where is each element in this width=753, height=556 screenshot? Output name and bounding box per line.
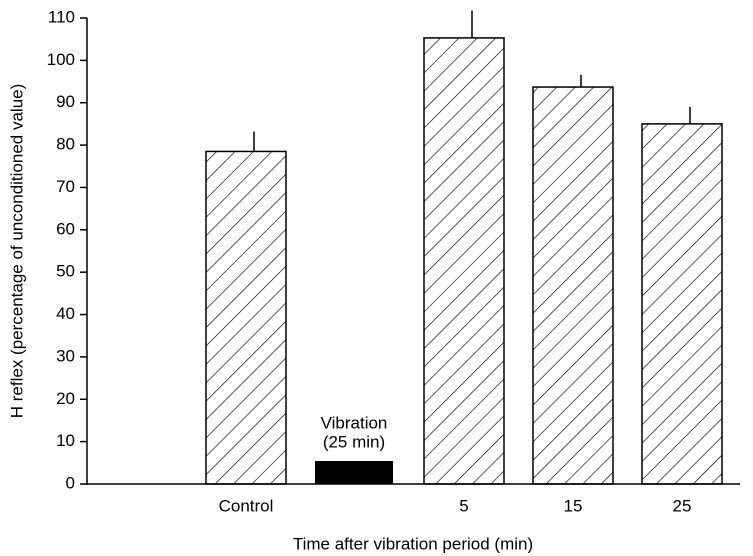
y-tick-label: 0 [66, 473, 75, 492]
y-tick-label: 80 [56, 135, 75, 154]
y-tick-label: 10 [56, 431, 75, 450]
y-tick-label: 90 [56, 92, 75, 111]
annotation: Vibration [321, 413, 388, 432]
y-tick-label: 100 [47, 50, 75, 69]
x-axis-label: Time after vibration period (min) [293, 534, 533, 553]
y-tick-label: 60 [56, 219, 75, 238]
bar [423, 37, 505, 485]
x-tick-label: 25 [673, 496, 692, 515]
y-tick-label: 50 [56, 262, 75, 281]
x-tick-label: 5 [459, 496, 468, 515]
annotation: (25 min) [323, 432, 385, 451]
y-tick-label: 40 [56, 304, 75, 323]
x-tick-label: 15 [564, 496, 583, 515]
bar [205, 150, 287, 485]
y-tick-label: 30 [56, 346, 75, 365]
y-tick-label: 20 [56, 389, 75, 408]
bar [641, 123, 723, 485]
y-tick-label: 110 [48, 7, 75, 26]
y-axis-label: H reflex (percentage of unconditioned va… [7, 84, 26, 419]
vibration-period [315, 461, 393, 484]
y-tick-label: 70 [56, 177, 75, 196]
bar [532, 86, 614, 485]
x-tick-label: Control [219, 496, 274, 515]
